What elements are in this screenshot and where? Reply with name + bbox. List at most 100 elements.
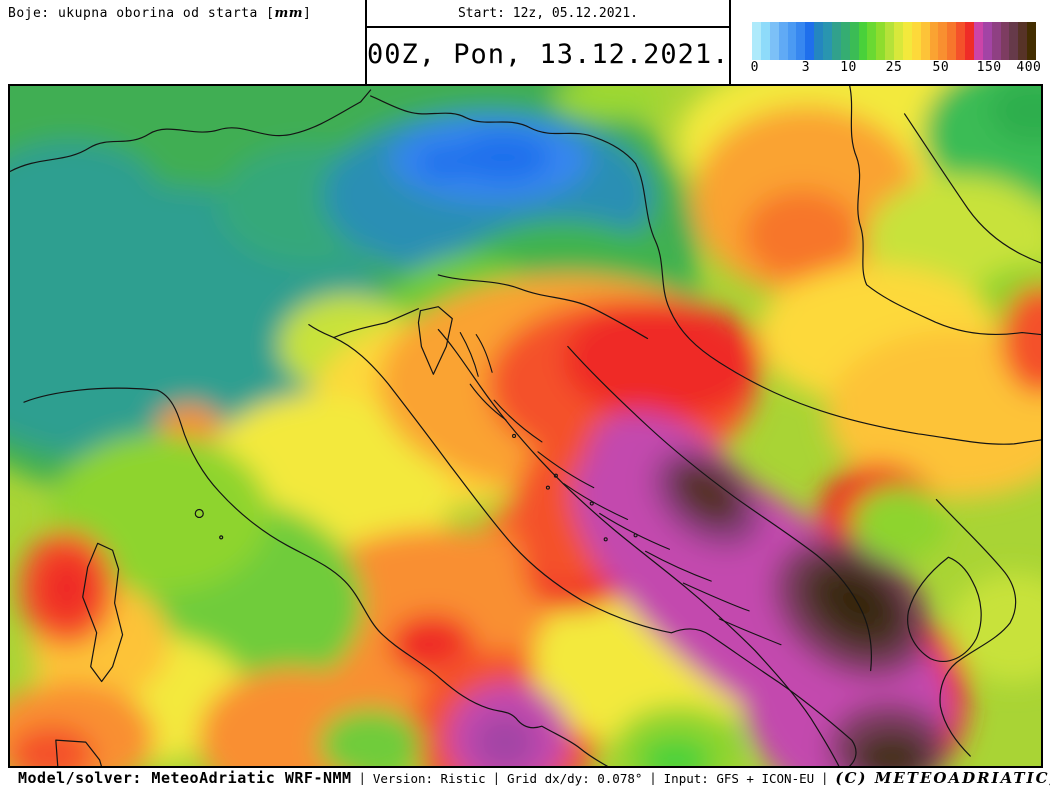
colorbar-segment (982, 22, 992, 60)
precip-blob (455, 133, 551, 182)
colorbar-tick-label: 400 (1016, 60, 1042, 75)
precip-blob (562, 299, 763, 420)
colorbar-segment (760, 22, 770, 60)
colorbar-segment (920, 22, 930, 60)
valid-time-box: Start: 12z, 05.12.2021. 00Z, Pon, 13.12.… (365, 0, 731, 84)
precip-blob (851, 485, 948, 562)
legend-title-close: ] (302, 6, 312, 21)
border-kosovo (907, 556, 982, 662)
island-elba (194, 508, 204, 519)
legend-title: Boje: ukupna oborina od starta [mm] (8, 6, 311, 21)
colorbar-segment (965, 22, 974, 60)
footer-separator: | (821, 771, 829, 785)
river-sava (634, 162, 1041, 445)
colorbar-tick-label: 150 (976, 60, 1002, 75)
footer-separator: | (492, 771, 500, 785)
footer-separator: | (358, 771, 366, 785)
colorbar-ticks: 0 3 10 25 50 150 400 (750, 60, 1041, 78)
precip-blob (989, 86, 1041, 143)
precip-blob (38, 554, 95, 622)
border-serbia (935, 498, 1017, 757)
valid-time-label: 00Z, Pon, 13.12.2021. (367, 39, 730, 70)
precip-blob (10, 726, 94, 766)
coastline-italy-west (23, 387, 609, 766)
colorbar-segment (849, 22, 859, 60)
border-hungary (849, 86, 1041, 336)
colorbar-segment (1009, 22, 1019, 60)
border-bosnia (567, 345, 872, 672)
colorbar-segment (1000, 22, 1010, 60)
colorbar-tick-label: 10 (840, 60, 857, 75)
coastline-north-adriatic (308, 308, 420, 339)
coastline-croatia (437, 328, 840, 766)
colorbar-segment (752, 22, 761, 60)
colorbar-segment (831, 22, 841, 60)
colorbar-tick-label: 3 (801, 60, 811, 75)
colorbar-tick-label: 0 (750, 60, 759, 75)
colorbar-segment (823, 22, 832, 60)
input-label: Input: GFS + ICON-EU (663, 770, 815, 786)
version-label: Version: Ristic (372, 770, 486, 786)
colorbar-segment (1018, 22, 1028, 60)
colorbar-segment (778, 22, 788, 60)
colorbar-segment (929, 22, 939, 60)
island-dot (219, 535, 224, 540)
colorbar-segment (867, 22, 877, 60)
coastlines-borders (10, 86, 1041, 766)
colorbar-segment (956, 22, 965, 60)
precipitation-map (8, 84, 1043, 768)
colorbar-segment (991, 22, 1001, 60)
colorbar-segment (769, 22, 779, 60)
legend-title-text: Boje: ukupna oborina od starta [ (8, 6, 275, 21)
map-canvas (10, 86, 1041, 766)
precip-blob (10, 140, 160, 251)
dalmatian-islands (459, 332, 782, 646)
colorbar-segment (840, 22, 850, 60)
coastline-istria (417, 306, 453, 375)
precip-blob (949, 573, 1041, 683)
precip-blob (1001, 284, 1041, 395)
colorbar-segment (947, 22, 957, 60)
colorbar-segment (796, 22, 806, 60)
footer: Model/solver: MeteoAdriatic WRF-NMM | Ve… (0, 768, 1050, 788)
coastline-corsica (82, 542, 124, 683)
precip-blob (552, 86, 663, 120)
colorbar-segment (894, 22, 903, 60)
colorbar-segment (938, 22, 948, 60)
colorbar-segment (858, 22, 868, 60)
precip-blob (318, 708, 423, 766)
grid-label: Grid dx/dy: 0.078° (506, 770, 643, 786)
colorbar-segment (1027, 22, 1036, 60)
colorbar-tick-label: 50 (932, 60, 950, 75)
precip-blob (415, 146, 476, 179)
run-start-label: Start: 12z, 05.12.2021. (367, 0, 729, 28)
colorbar-segment (805, 22, 815, 60)
colorbar-segment (885, 22, 894, 60)
colorbar-segment (973, 22, 983, 60)
colorbar-segment (814, 22, 823, 60)
colorbar-segment (876, 22, 886, 60)
border-slovenia-croatia (437, 274, 649, 340)
river-danube (903, 113, 1041, 264)
legend-unit: mm (274, 6, 303, 21)
precip-blob (853, 731, 930, 766)
colorbar-segment (902, 22, 912, 60)
colorbar-tick-label: 25 (885, 60, 903, 75)
precip-blob (744, 190, 860, 280)
model-solver-label: Model/solver: MeteoAdriatic WRF-NMM (18, 769, 352, 787)
footer-separator: | (649, 771, 657, 785)
precip-blob (826, 329, 1041, 499)
coastline-sardinia (55, 739, 102, 766)
colorbar-segment (911, 22, 921, 60)
precip-field (10, 86, 1041, 766)
precip-blob (743, 651, 911, 766)
precip-blob (473, 714, 537, 766)
colorbar-segments (752, 22, 1036, 60)
colorbar-segment (787, 22, 797, 60)
border-alps (10, 89, 637, 173)
precip-blob (826, 576, 888, 630)
coastline-italy-east (333, 336, 857, 766)
header: Boje: ukupna oborina od starta [mm] Star… (0, 0, 1050, 84)
precip-blob (639, 738, 712, 766)
